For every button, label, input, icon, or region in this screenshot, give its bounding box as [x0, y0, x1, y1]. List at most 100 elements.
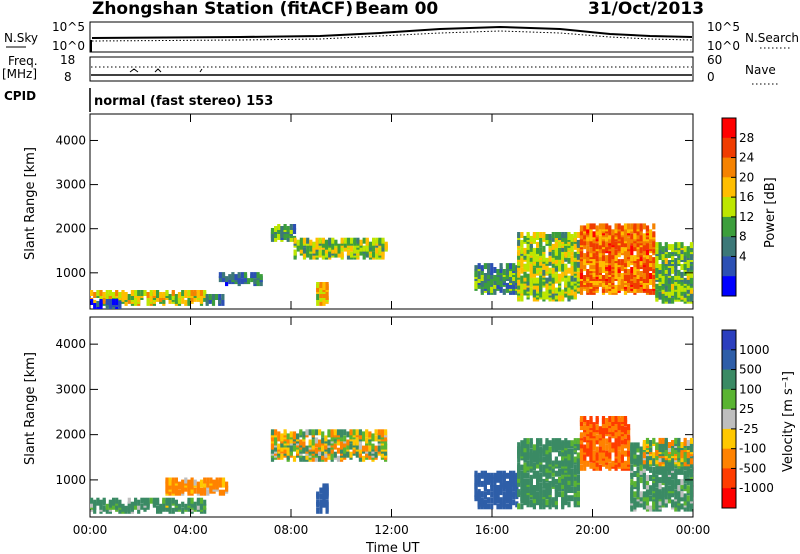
- heatmap-cell: [674, 493, 678, 500]
- heatmap-cell: [253, 272, 257, 279]
- heatmap-cell: [502, 470, 506, 477]
- heatmap-cell: [567, 285, 571, 292]
- heatmap-cell: [573, 485, 577, 491]
- heatmap-cell: [636, 458, 640, 465]
- heatmap-cell: [686, 252, 690, 258]
- heatmap-cell: [595, 279, 599, 285]
- heatmap-cell: [664, 437, 668, 444]
- heatmap-cell: [561, 253, 565, 260]
- heatmap-cell: [190, 497, 194, 504]
- heatmap-cell: [592, 263, 596, 270]
- heatmap-cell: [636, 257, 640, 264]
- velocity-heatmap-cells: [90, 416, 694, 514]
- heatmap-cell: [330, 447, 334, 454]
- heatmap-cell: [196, 497, 200, 504]
- heatmap-cell: [512, 470, 516, 477]
- heatmap-cell: [677, 437, 681, 444]
- heatmap-cell: [302, 237, 307, 244]
- heatmap-cell: [633, 452, 637, 459]
- heatmap-cell: [520, 450, 524, 457]
- heatmap-cell: [529, 287, 533, 294]
- heatmap-cell: [623, 257, 628, 264]
- heatmap-cell: [520, 495, 524, 502]
- heatmap-cell: [536, 241, 540, 248]
- heatmap-cell: [336, 439, 341, 446]
- heatmap-cell: [605, 444, 609, 451]
- heatmap-cell: [203, 477, 207, 484]
- heatmap-cell: [664, 501, 668, 508]
- heatmap-cell: [633, 501, 637, 508]
- heatmap-cell: [689, 493, 694, 500]
- heatmap-cell: [576, 245, 580, 252]
- heatmap-cell: [567, 281, 571, 288]
- heatmap-cell: [319, 493, 323, 500]
- heatmap-cell: [316, 282, 320, 288]
- heatmap-cell: [377, 445, 381, 452]
- heatmap-cell: [520, 287, 524, 294]
- heatmap-cell: [551, 243, 555, 250]
- heatmap-cell: [561, 472, 565, 479]
- heatmap-cell: [661, 491, 665, 498]
- x-tick-label: 08:00: [274, 523, 309, 537]
- heatmap-cell: [658, 446, 662, 453]
- heatmap-cell: [680, 456, 684, 463]
- heatmap-cell: [627, 280, 631, 287]
- heatmap-cell: [595, 450, 599, 457]
- heatmap-cell: [627, 424, 631, 431]
- heatmap-cell: [523, 263, 527, 270]
- heatmap-cell: [633, 471, 637, 477]
- heatmap-cell: [592, 422, 596, 429]
- heatmap-cell: [328, 245, 332, 252]
- colorbar-swatch: [722, 197, 736, 218]
- heatmap-cell: [573, 259, 577, 266]
- heatmap-cell: [671, 283, 675, 290]
- heatmap-cell: [124, 292, 128, 298]
- heatmap-cell: [334, 239, 338, 246]
- heatmap-cell: [645, 483, 650, 490]
- heatmap-cell: [102, 505, 106, 512]
- heatmap-cell: [655, 289, 659, 296]
- heatmap-cell: [674, 489, 678, 496]
- heatmap-cell: [309, 239, 313, 246]
- heatmap-cell: [586, 239, 590, 246]
- heatmap-cell: [614, 436, 618, 443]
- heatmap-cell: [567, 267, 571, 274]
- heatmap-cell: [156, 497, 160, 504]
- heatmap-cell: [586, 269, 590, 275]
- heatmap-cell: [289, 224, 293, 230]
- heatmap-cell: [314, 447, 319, 454]
- heatmap-cell: [677, 485, 681, 492]
- heatmap-cell: [127, 497, 131, 504]
- heatmap-cell: [652, 288, 656, 295]
- heatmap-cell: [193, 295, 197, 302]
- nsearch-trace: [91, 30, 693, 42]
- heatmap-cell: [349, 443, 353, 450]
- heatmap-cell: [627, 269, 631, 275]
- heatmap-cell: [642, 444, 646, 450]
- heatmap-cell: [283, 447, 287, 454]
- heatmap-cell: [156, 505, 160, 512]
- heatmap-cell: [545, 293, 549, 300]
- heatmap-cell: [583, 275, 587, 281]
- heatmap-cell: [620, 273, 624, 279]
- colorbar-swatch: [722, 389, 736, 410]
- heatmap-cell: [554, 265, 558, 272]
- heatmap-cell: [608, 255, 612, 262]
- heatmap-cell: [623, 245, 628, 252]
- heatmap-cell: [611, 239, 615, 246]
- heatmap-cell: [517, 279, 521, 286]
- heatmap-cell: [318, 249, 322, 256]
- heatmap-cell: [162, 497, 166, 504]
- heatmap-cell: [118, 507, 122, 514]
- heatmap-cell: [105, 507, 109, 514]
- heatmap-cell: [570, 239, 574, 246]
- heatmap-cell: [542, 478, 546, 485]
- heatmap-cell: [187, 497, 191, 504]
- heatmap-cell: [515, 501, 519, 508]
- heatmap-cell: [365, 437, 369, 444]
- heatmap-cell: [165, 497, 169, 504]
- heatmap-cell: [658, 491, 662, 498]
- heatmap-cell: [614, 223, 618, 230]
- heatmap-cell: [680, 271, 684, 278]
- heatmap-cell: [601, 286, 606, 293]
